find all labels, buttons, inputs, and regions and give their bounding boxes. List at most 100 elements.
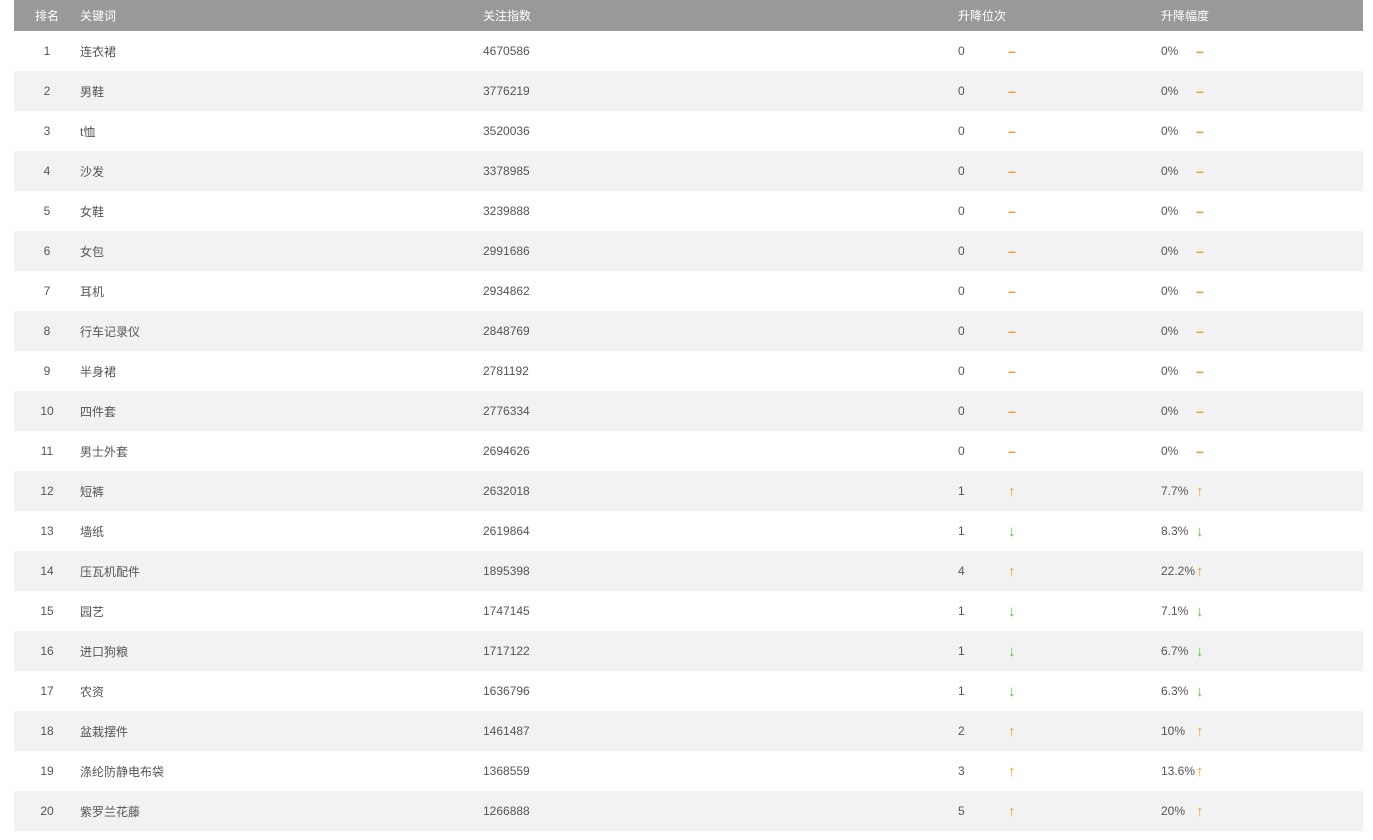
flat-dash-icon: –: [1008, 443, 1016, 459]
table-row: 18 盆栽摆件 1461487 2 ↑ 10% ↑: [14, 711, 1363, 751]
header-keyword: 关键词: [80, 9, 117, 23]
keyword-cell[interactable]: 男鞋: [80, 84, 105, 99]
rank-cell: 7: [43, 284, 51, 298]
keyword-cell[interactable]: 沙发: [80, 164, 105, 179]
keyword-cell[interactable]: 墙纸: [80, 524, 105, 539]
flat-dash-icon: –: [1196, 283, 1204, 299]
percent-cell: 10%: [1161, 724, 1186, 738]
index-cell: 2781192: [483, 364, 529, 378]
rank-change-cell: 0: [958, 84, 965, 98]
keyword-cell[interactable]: 女鞋: [80, 204, 105, 219]
header-index: 关注指数: [483, 9, 532, 23]
keyword-cell[interactable]: 四件套: [80, 404, 117, 419]
keyword-cell[interactable]: 盆栽摆件: [80, 724, 129, 739]
up-arrow-icon: ↑: [1196, 802, 1204, 820]
rank-cell: 16: [40, 644, 54, 658]
keyword-cell[interactable]: 男士外套: [80, 444, 129, 459]
flat-dash-icon: –: [1008, 43, 1016, 59]
rank-cell: 14: [40, 564, 54, 578]
down-arrow-icon: ↓: [1196, 682, 1204, 700]
table-row: 11 男士外套 2694626 0 – 0% –: [14, 431, 1363, 471]
keyword-cell[interactable]: 进口狗粮: [80, 644, 129, 659]
keyword-cell[interactable]: 行车记录仪: [80, 324, 141, 339]
table-row: 1 连衣裙 4670586 0 – 0% –: [14, 31, 1363, 71]
percent-cell: 8.3%: [1161, 524, 1189, 538]
index-cell: 4670586: [483, 44, 530, 58]
percent-cell: 0%: [1161, 284, 1179, 298]
down-arrow-icon: ↓: [1008, 522, 1016, 540]
flat-dash-icon: –: [1008, 243, 1016, 259]
index-cell: 2991686: [483, 244, 530, 258]
flat-dash-icon: –: [1196, 203, 1204, 219]
rank-change-cell: 5: [958, 804, 965, 818]
down-arrow-icon: ↓: [1008, 682, 1016, 700]
rank-cell: 15: [40, 604, 54, 618]
up-arrow-icon: ↑: [1008, 802, 1016, 820]
percent-cell: 6.7%: [1161, 644, 1189, 658]
keyword-cell[interactable]: 耳机: [80, 284, 105, 299]
percent-cell: 0%: [1161, 204, 1179, 218]
table-row: 14 压瓦机配件 1895398 4 ↑ 22.2% ↑: [14, 551, 1363, 591]
keyword-cell[interactable]: 农资: [80, 684, 105, 699]
down-arrow-icon: ↓: [1196, 522, 1204, 540]
keyword-cell[interactable]: 半身裙: [80, 364, 117, 379]
table-row: 4 沙发 3378985 0 – 0% –: [14, 151, 1363, 191]
keyword-cell[interactable]: 涤纶防静电布袋: [80, 764, 165, 779]
keyword-cell[interactable]: 连衣裙: [80, 44, 117, 59]
percent-cell: 0%: [1161, 364, 1179, 378]
rank-cell: 6: [43, 244, 51, 258]
index-cell: 2694626: [483, 444, 530, 458]
rank-cell: 4: [43, 164, 51, 178]
index-cell: 2776334: [483, 404, 530, 418]
keyword-cell[interactable]: 短裤: [80, 484, 105, 499]
up-arrow-icon: ↑: [1008, 722, 1016, 740]
header-rank: 排名: [34, 9, 59, 23]
rank-change-cell: 0: [958, 164, 965, 178]
rank-change-cell: 0: [958, 404, 965, 418]
flat-dash-icon: –: [1196, 323, 1204, 339]
flat-dash-icon: –: [1008, 203, 1016, 219]
rank-change-cell: 0: [958, 324, 965, 338]
up-arrow-icon: ↑: [1196, 722, 1204, 740]
keyword-cell[interactable]: 女包: [80, 244, 105, 259]
keyword-cell[interactable]: t恤: [80, 124, 96, 139]
rank-change-cell: 0: [958, 124, 965, 138]
rank-cell: 19: [40, 764, 54, 778]
rank-cell: 8: [43, 324, 51, 338]
up-arrow-icon: ↑: [1008, 562, 1016, 580]
index-cell: 1636796: [483, 684, 530, 698]
up-arrow-icon: ↑: [1196, 562, 1204, 580]
rank-change-cell: 0: [958, 244, 965, 258]
rank-cell: 18: [40, 724, 54, 738]
down-arrow-icon: ↓: [1196, 602, 1204, 620]
flat-dash-icon: –: [1008, 363, 1016, 379]
table-row: 15 园艺 1747145 1 ↓ 7.1% ↓: [14, 591, 1363, 631]
keyword-cell[interactable]: 压瓦机配件: [80, 564, 141, 579]
rank-cell: 11: [40, 444, 54, 458]
rank-change-cell: 1: [958, 484, 965, 498]
index-cell: 2848769: [483, 324, 530, 338]
rank-cell: 9: [43, 364, 51, 378]
rank-cell: 2: [43, 84, 51, 98]
table-row: 2 男鞋 3776219 0 – 0% –: [14, 71, 1363, 111]
index-cell: 3378985: [483, 164, 530, 178]
keyword-ranking-table: 排名 关键词 关注指数 升降位次 升降幅度 1 连衣裙 4670586 0 – …: [14, 0, 1363, 831]
flat-dash-icon: –: [1196, 403, 1204, 419]
down-arrow-icon: ↓: [1196, 642, 1204, 660]
rank-cell: 17: [40, 684, 54, 698]
flat-dash-icon: –: [1196, 123, 1204, 139]
percent-cell: 6.3%: [1161, 684, 1189, 698]
flat-dash-icon: –: [1008, 123, 1016, 139]
keyword-cell[interactable]: 紫罗兰花藤: [80, 804, 141, 819]
keyword-cell[interactable]: 园艺: [80, 604, 105, 619]
header-rank-change: 升降位次: [958, 9, 1007, 23]
rank-change-cell: 2: [958, 724, 965, 738]
flat-dash-icon: –: [1196, 43, 1204, 59]
index-cell: 1461487: [483, 724, 530, 738]
rank-change-cell: 1: [958, 644, 965, 658]
rank-change-cell: 0: [958, 204, 965, 218]
percent-cell: 22.2%: [1161, 564, 1196, 578]
table-row: 12 短裤 2632018 1 ↑ 7.7% ↑: [14, 471, 1363, 511]
flat-dash-icon: –: [1196, 243, 1204, 259]
rank-cell: 12: [40, 484, 54, 498]
